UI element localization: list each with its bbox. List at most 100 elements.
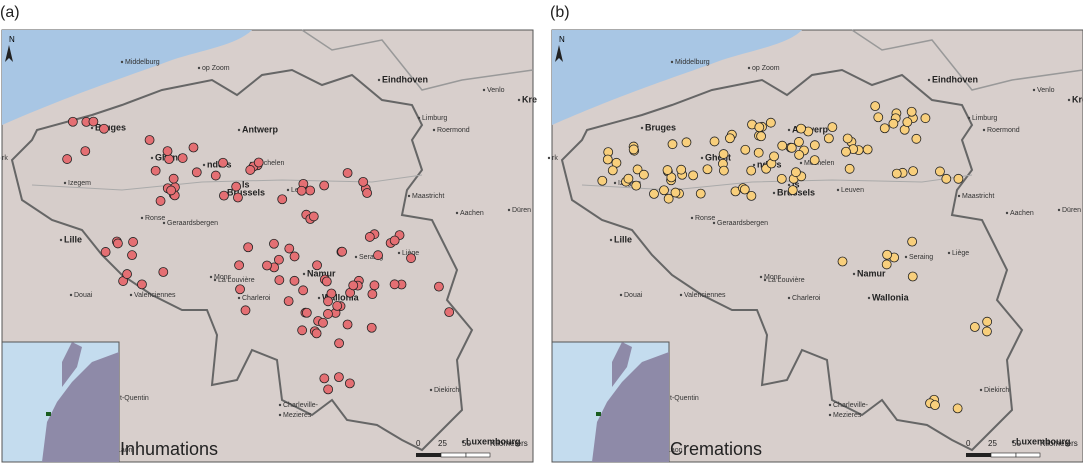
place-dot (968, 117, 970, 119)
scale-label: 0 (966, 439, 971, 448)
cremation-site (668, 140, 677, 149)
place-label: t-Quentin (120, 395, 149, 402)
cremation-site (824, 134, 833, 143)
place-dot (456, 212, 458, 214)
place-label: Lille (64, 234, 82, 244)
inhumation-site (137, 280, 146, 289)
place-label: Ronse (695, 215, 715, 222)
inhumation-site (368, 290, 377, 299)
place-dot (151, 157, 153, 159)
place-dot (671, 61, 673, 63)
cremation-site (740, 185, 749, 194)
place-dot (753, 164, 755, 166)
place-dot (614, 182, 616, 184)
inhumation-site (320, 374, 329, 383)
scale-label: 25 (988, 439, 997, 448)
place-label: Düren (512, 207, 531, 214)
place-dot (1068, 99, 1070, 101)
inhumation-site (189, 143, 198, 152)
place-label: Wallonia (872, 292, 910, 302)
inhumation-site (359, 177, 368, 186)
place-label: Limburg (422, 115, 447, 122)
inhumation-site (365, 232, 374, 241)
inhumation-site (335, 339, 344, 348)
place-label: Maastricht (412, 193, 444, 200)
place-label: Lille (614, 234, 632, 244)
inhumation-site (262, 261, 271, 270)
scale-label: 50 (1012, 439, 1021, 448)
inhumation-site (151, 166, 160, 175)
inhumation-site (290, 276, 299, 285)
inset-highlight (596, 412, 601, 416)
cremation-site (766, 118, 775, 127)
cremation-site (942, 174, 951, 183)
place-label: Ronse (145, 215, 165, 222)
place-dot (788, 297, 790, 299)
place-label: Izegem (68, 180, 91, 187)
place-label: Geraardsbergen (717, 220, 768, 227)
cremation-site (649, 189, 658, 198)
cremation-site (787, 143, 796, 152)
place-dot (418, 117, 420, 119)
scale-bar (441, 453, 466, 457)
cremation-site (838, 257, 847, 266)
cremation-site (719, 166, 728, 175)
cremation-site (909, 167, 918, 176)
cremation-site (931, 401, 940, 410)
place-label: Limburg (972, 115, 997, 122)
place-dot (764, 279, 766, 281)
cremation-site (880, 124, 889, 133)
place-label: Kre (522, 94, 537, 104)
place-dot (983, 129, 985, 131)
place-dot (868, 297, 870, 299)
place-label: Charleville- (283, 402, 319, 409)
place-label: op Zoom (752, 65, 780, 72)
place-dot (91, 127, 93, 129)
place-dot (680, 294, 682, 296)
place-dot (773, 192, 775, 194)
inhumation-site (306, 186, 315, 195)
place-label: Valenciennes (684, 292, 726, 299)
place-dot (829, 414, 831, 416)
place-label: Diekirch (434, 387, 459, 394)
place-dot (620, 294, 622, 296)
place-label: Mezieres (283, 412, 312, 419)
panel-label: (b) (550, 4, 570, 21)
inhumation-site (318, 318, 327, 327)
place-dot (198, 67, 200, 69)
inhumation-site (246, 165, 255, 174)
place-dot (430, 389, 432, 391)
place-dot (121, 61, 123, 63)
inhumation-site (219, 191, 228, 200)
place-dot (203, 164, 205, 166)
cremation-site (664, 194, 673, 203)
place-dot (760, 276, 762, 278)
place-dot (800, 162, 802, 164)
scale-bar (991, 453, 1016, 457)
place-dot (279, 404, 281, 406)
place-label: Charleroi (242, 295, 271, 302)
cremation-site (710, 137, 719, 146)
cremation-site (608, 166, 617, 175)
place-dot (433, 129, 435, 131)
inhumation-site (338, 247, 347, 256)
cremation-site (953, 404, 962, 413)
place-label: t-Quentin (670, 395, 699, 402)
place-label: Eindhoven (382, 74, 428, 84)
inhumation-site (302, 308, 311, 317)
cremation-site (908, 272, 917, 281)
inhumation-site (101, 247, 110, 256)
inhumation-site (334, 373, 343, 382)
cremation-site (841, 147, 850, 156)
scale-label: 25 (438, 439, 447, 448)
inhumation-site (370, 281, 379, 290)
inhumation-site (320, 181, 329, 190)
cremation-site (845, 164, 854, 173)
place-dot (378, 79, 380, 81)
place-dot (64, 182, 66, 184)
cremation-site (629, 145, 638, 154)
inhumation-site (284, 297, 293, 306)
cremation-site (912, 134, 921, 143)
cremation-site (663, 166, 672, 175)
